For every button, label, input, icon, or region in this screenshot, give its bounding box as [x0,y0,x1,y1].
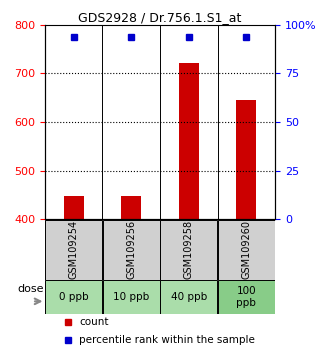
Text: GSM109258: GSM109258 [184,220,194,279]
Text: 40 ppb: 40 ppb [171,292,207,302]
Text: 10 ppb: 10 ppb [113,292,149,302]
Bar [63,196,84,219]
Bar [121,196,141,219]
Bar [45,220,102,280]
Text: dose: dose [17,284,44,293]
Bar [160,280,217,314]
Bar [103,220,160,280]
Text: 0 ppb: 0 ppb [59,292,88,302]
Bar [218,280,275,314]
Text: GSM109256: GSM109256 [126,220,136,279]
Text: GSM109260: GSM109260 [241,220,252,279]
Bar [218,220,275,280]
Bar [179,63,199,219]
Text: percentile rank within the sample: percentile rank within the sample [79,335,255,345]
Text: count: count [79,316,109,327]
Title: GDS2928 / Dr.756.1.S1_at: GDS2928 / Dr.756.1.S1_at [78,11,242,24]
Bar [45,280,102,314]
Bar [160,220,217,280]
Bar [103,280,160,314]
Text: GSM109254: GSM109254 [68,220,79,279]
Text: 100
ppb: 100 ppb [236,286,256,308]
Bar [236,100,257,219]
